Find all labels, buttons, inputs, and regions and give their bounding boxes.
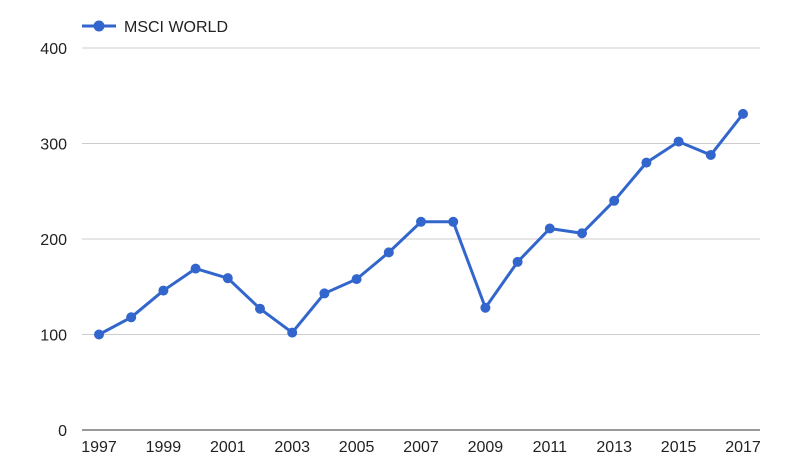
data-point[interactable] [255,303,265,314]
data-point[interactable] [609,195,620,206]
data-point[interactable] [126,312,137,323]
x-tick-label: 2015 [661,439,697,456]
data-point[interactable] [351,274,362,285]
x-tick-label: 2007 [403,439,439,456]
data-point[interactable] [673,136,684,147]
data-point[interactable] [94,329,104,340]
y-tick-label: 400 [40,41,67,58]
y-tick-label: 0 [58,423,67,440]
y-tick-label: 300 [40,137,67,154]
y-axis-labels: 0 100 200 300 400 [40,41,67,440]
data-point[interactable] [544,223,555,234]
data-point[interactable] [222,273,233,284]
data-point[interactable] [480,302,491,313]
x-tick-label: 2003 [274,439,310,456]
data-point[interactable] [641,157,652,168]
x-tick-label: 2005 [339,439,375,456]
data-point[interactable] [158,285,169,296]
series-layer [94,108,748,340]
legend[interactable]: MSCI WORLD [82,19,228,36]
x-tick-label: 2017 [725,439,761,456]
data-point[interactable] [448,216,459,227]
x-tick-label: 2009 [468,439,504,456]
data-point[interactable] [738,108,748,119]
x-tick-label: 2001 [210,439,246,456]
data-point[interactable] [287,327,298,338]
legend-swatch-marker [93,20,105,32]
legend-label: MSCI WORLD [124,19,228,36]
data-point[interactable] [512,256,523,267]
x-tick-label: 2013 [596,439,632,456]
data-point[interactable] [416,216,426,227]
x-tick-label: 1999 [146,439,182,456]
y-tick-label: 200 [40,232,67,249]
data-point[interactable] [705,149,716,160]
x-axis-labels: 1997 1999 2001 2003 2005 2007 2009 2011 2013 2015… [81,439,761,456]
data-point[interactable] [190,263,201,274]
data-point[interactable] [383,247,394,258]
x-tick-label: 2011 [533,439,568,456]
y-tick-label: 100 [40,328,67,345]
x-tick-label: 1997 [81,439,117,456]
data-point[interactable] [319,288,330,299]
data-point[interactable] [577,228,587,239]
gridlines [82,47,760,431]
